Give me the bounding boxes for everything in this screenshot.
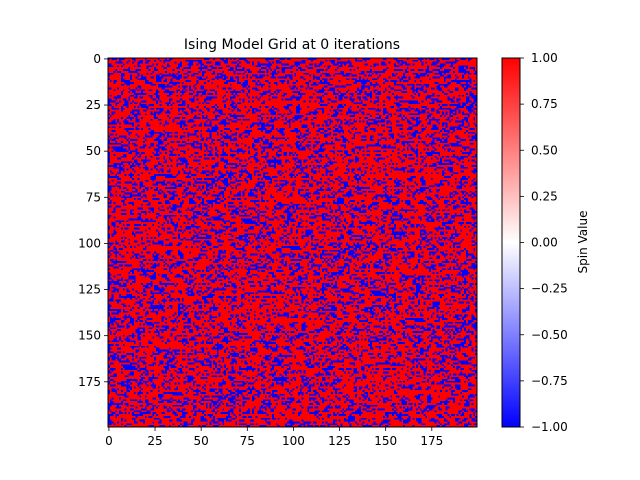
x-tick-label: 50 (194, 434, 209, 448)
y-tick-label: 175 (78, 375, 101, 389)
chart-title: Ising Model Grid at 0 iterations (184, 37, 400, 53)
y-tick-label: 75 (86, 190, 101, 204)
y-tick-label: 0 (93, 52, 101, 66)
colorbar-tick-label: 0.00 (531, 236, 558, 250)
colorbar-axis: 1.00 0.75 0.50 0.25 0.00 −0.25 −0.50 −0.75 −1.00 (520, 51, 568, 434)
x-tick-label: 175 (420, 434, 443, 448)
colorbar-tick-label: 0.25 (531, 189, 558, 203)
colorbar-tick-label: −1.00 (531, 420, 568, 434)
spin-up-cells (108, 58, 477, 427)
y-tick-label: 50 (86, 144, 101, 158)
heatmap-grid (108, 58, 477, 427)
colorbar-tick-label: −0.50 (531, 328, 568, 342)
y-tick-label: 100 (78, 236, 101, 250)
heatmap-frame (107, 57, 478, 428)
x-tick-label: 0 (105, 434, 113, 448)
x-tick-label: 150 (374, 434, 397, 448)
colorbar-label: Spin Value (576, 211, 590, 274)
colorbar-tick-label: 1.00 (531, 51, 558, 65)
colorbar-tick-label: −0.75 (531, 374, 568, 388)
y-tick-label: 125 (78, 283, 101, 297)
y-tick-label: 25 (86, 98, 101, 112)
x-tick-label: 25 (147, 434, 162, 448)
x-tick-label: 100 (282, 434, 305, 448)
colorbar (501, 57, 521, 428)
y-axis: 0 25 50 75 100 125 150 175 (78, 52, 108, 389)
colorbar-tick-label: 0.50 (531, 143, 558, 157)
colorbar-tick-label: −0.25 (531, 282, 568, 296)
x-tick-label: 125 (328, 434, 351, 448)
y-tick-label: 150 (78, 329, 101, 343)
x-tick-label: 75 (240, 434, 255, 448)
x-axis: 0 25 50 75 100 125 150 175 (105, 427, 443, 448)
colorbar-tick-label: 0.75 (531, 97, 558, 111)
